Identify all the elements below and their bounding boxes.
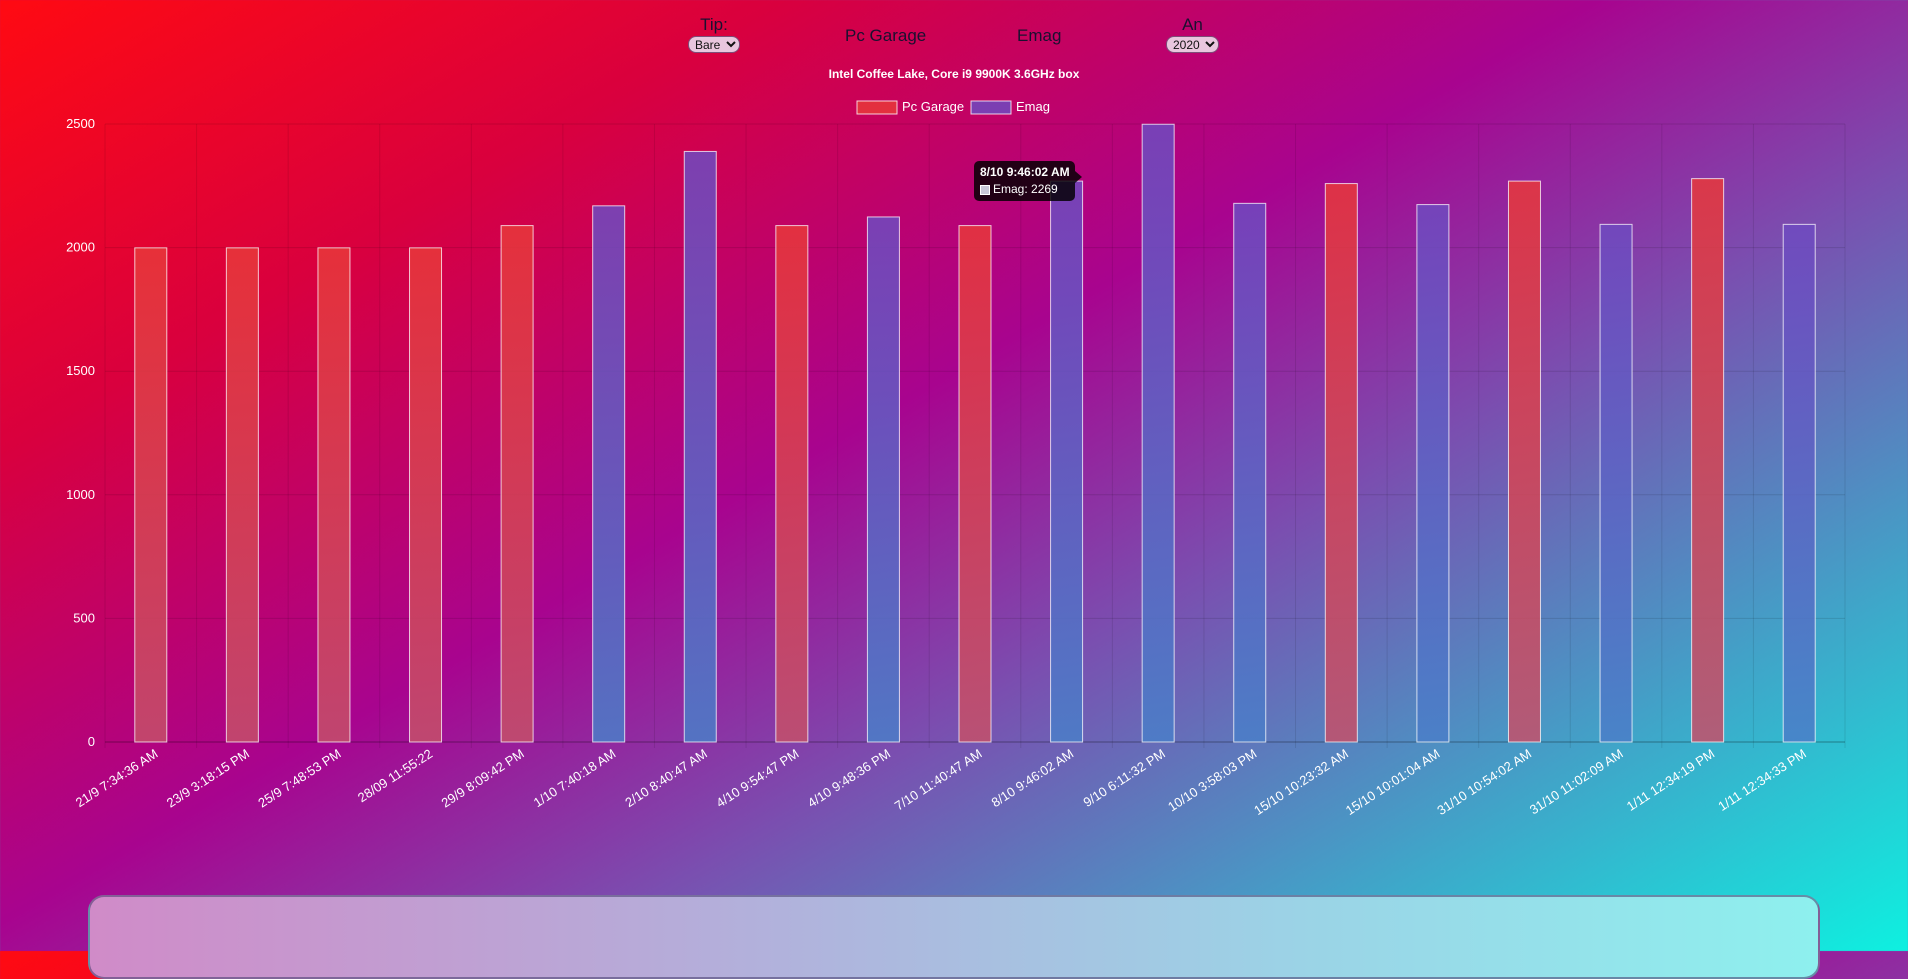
- bar-emag: [1141, 123, 1175, 743]
- y-tick-label: 2500: [66, 116, 95, 131]
- tooltip-swatch: [980, 185, 990, 195]
- type-control: Tip: Bare: [688, 16, 740, 54]
- bar-pc-garage: [500, 225, 534, 743]
- tooltip-arrow: [1075, 171, 1082, 183]
- type-label: Tip:: [700, 15, 728, 34]
- bar-emag: [1599, 223, 1633, 743]
- price-chart: 0 500 1000 1500 2000 2500 21/9 7:34:36 AM 23/9 …: [66, 67, 1846, 818]
- x-tick-label: 31/10 11:02:09 AM: [1527, 746, 1626, 818]
- bar-pc-garage: [225, 247, 259, 743]
- x-tick-label: 2/10 8:40:47 AM: [622, 746, 710, 810]
- y-tick-label: 0: [88, 734, 95, 749]
- bar-pc-garage: [775, 225, 809, 743]
- bar-emag: [1233, 202, 1267, 743]
- x-tick-label: 1/11 12:34:19 PM: [1624, 746, 1717, 814]
- x-tick-label: 1/10 7:40:18 AM: [531, 746, 619, 810]
- year-control: An 2020: [1166, 16, 1219, 54]
- x-tick-label: 4/10 9:54:47 PM: [713, 746, 801, 811]
- x-tick-label: 4/10 9:48:36 PM: [805, 746, 893, 811]
- year-select[interactable]: 2020: [1166, 36, 1219, 53]
- tooltip-title: 8/10 9:46:02 AM: [980, 165, 1070, 179]
- bar-pc-garage: [134, 247, 168, 743]
- x-tick-label: 23/9 3:18:15 PM: [164, 746, 252, 811]
- bar-pc-garage: [1507, 180, 1541, 743]
- controls-bar: Tip: Bare Pc Garage Emag An 2020: [0, 0, 1908, 60]
- y-tick-label: 2000: [66, 240, 95, 255]
- x-tick-label: 8/10 9:46:02 AM: [989, 746, 1077, 810]
- legend-label: Emag: [1016, 99, 1050, 114]
- bar-emag: [592, 205, 626, 743]
- tooltip-body: Emag: 2269: [993, 182, 1058, 196]
- bar-emag: [866, 216, 900, 743]
- x-tick-label: 25/9 7:48:53 PM: [255, 746, 343, 811]
- year-label: An: [1182, 15, 1203, 34]
- y-tick-label: 1500: [66, 363, 95, 378]
- emag-link[interactable]: Emag: [1017, 26, 1062, 45]
- x-tick-label: 7/10 11:40:47 AM: [892, 746, 985, 814]
- bottom-panel: [88, 895, 1820, 979]
- type-select[interactable]: Bare: [688, 36, 740, 53]
- x-tick-label: 15/10 10:23:32 AM: [1251, 746, 1351, 818]
- x-tick-label: 21/9 7:34:36 AM: [73, 746, 161, 810]
- x-tick-label: 15/10 10:01:04 AM: [1343, 746, 1443, 818]
- x-tick-label: 9/10 6:11:32 PM: [1080, 746, 1167, 810]
- bar-pc-garage: [958, 225, 992, 743]
- chart-title: Intel Coffee Lake, Core i9 9900K 3.6GHz …: [829, 67, 1080, 81]
- y-tick-label: 500: [73, 610, 95, 625]
- bar-pc-garage: [1324, 183, 1358, 743]
- x-tick-label: 1/11 12:34:33 PM: [1715, 746, 1808, 814]
- x-tick-label: 10/10 3:58:03 PM: [1165, 746, 1259, 814]
- bar-emag: [683, 150, 717, 743]
- legend-swatch: [856, 100, 898, 115]
- bar-emag: [1782, 223, 1816, 743]
- bar-pc-garage: [409, 247, 443, 743]
- x-tick-label: 28/09 11:55:22: [355, 746, 435, 805]
- bar-emag: [1416, 204, 1450, 743]
- bar-pc-garage: [317, 247, 351, 743]
- pcgarage-link[interactable]: Pc Garage: [845, 26, 927, 45]
- legend-swatch: [970, 100, 1012, 115]
- legend-label: Pc Garage: [902, 99, 964, 114]
- bar-pc-garage: [1691, 178, 1725, 743]
- x-tick-label: 29/9 8:09:42 PM: [439, 746, 527, 811]
- bar-emag: [1050, 180, 1084, 743]
- chart-tooltip: 8/10 9:46:02 AM Emag: 2269: [974, 161, 1082, 201]
- x-tick-label: 31/10 10:54:02 AM: [1434, 746, 1534, 818]
- y-tick-label: 1000: [66, 487, 95, 502]
